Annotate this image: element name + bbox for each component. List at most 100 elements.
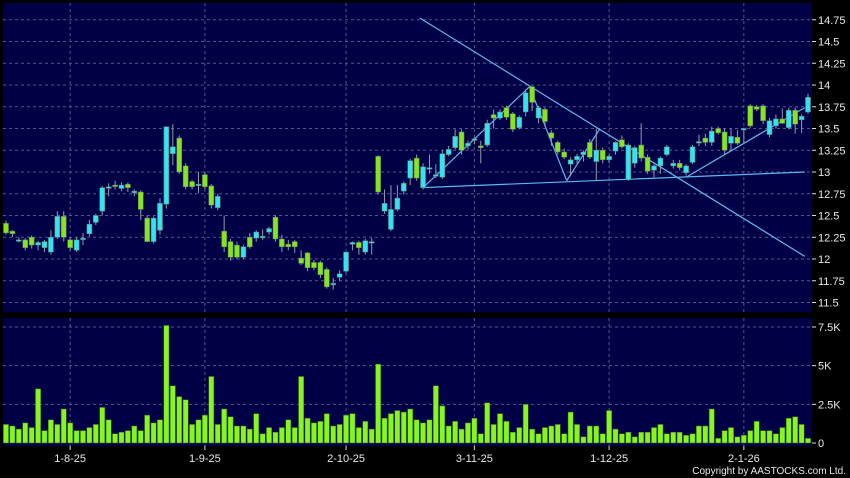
candle bbox=[651, 164, 657, 178]
candle bbox=[349, 241, 356, 251]
candle bbox=[208, 184, 215, 209]
volume-bar bbox=[349, 413, 356, 444]
volume-bar bbox=[195, 419, 202, 444]
candle bbox=[176, 135, 182, 174]
volume-bar bbox=[465, 422, 471, 444]
candle-body bbox=[792, 109, 798, 125]
candle bbox=[657, 156, 664, 174]
candle-body bbox=[734, 136, 741, 144]
candle bbox=[420, 163, 426, 190]
volume-bar bbox=[593, 425, 600, 444]
volume-bar bbox=[137, 430, 144, 444]
volume-bar bbox=[792, 416, 799, 444]
candle-body bbox=[445, 149, 452, 155]
volume-bar bbox=[259, 433, 266, 444]
candle bbox=[285, 239, 292, 251]
volume-bar bbox=[208, 376, 215, 444]
candle-body bbox=[202, 174, 208, 188]
price-tick-label: 13.5 bbox=[818, 124, 839, 136]
gridlines bbox=[3, 3, 812, 446]
volume-bar bbox=[163, 325, 170, 444]
candle-body bbox=[22, 239, 28, 248]
volume-bar bbox=[753, 421, 760, 444]
candle bbox=[587, 138, 593, 159]
date-tick-label: 2-1-26 bbox=[728, 453, 760, 465]
volume-bar bbox=[28, 427, 35, 444]
volume-bar bbox=[304, 418, 311, 444]
volume-bar bbox=[22, 422, 29, 444]
candle bbox=[189, 179, 195, 190]
candle bbox=[741, 127, 747, 143]
volume-bar bbox=[779, 427, 786, 444]
candle bbox=[227, 238, 234, 261]
candle-body bbox=[574, 156, 580, 161]
candle-body bbox=[150, 217, 157, 242]
candle-body bbox=[741, 128, 747, 131]
candle bbox=[766, 118, 773, 138]
candle-body bbox=[497, 111, 503, 119]
candle-body bbox=[593, 150, 600, 162]
candle-body bbox=[208, 185, 215, 206]
candle bbox=[574, 153, 580, 164]
candle-body bbox=[522, 92, 529, 113]
volume-bar bbox=[439, 405, 446, 444]
volume-bar bbox=[240, 425, 247, 444]
candle bbox=[9, 230, 16, 238]
candle-body bbox=[86, 223, 93, 235]
candle bbox=[426, 154, 433, 174]
candle bbox=[445, 145, 452, 157]
candle-body bbox=[625, 144, 632, 181]
volume-bar bbox=[272, 431, 279, 444]
volume-bar bbox=[497, 413, 503, 444]
candle-body bbox=[259, 236, 266, 239]
candle bbox=[214, 193, 221, 211]
candle-body bbox=[632, 147, 638, 164]
candle bbox=[632, 145, 638, 168]
candle bbox=[41, 239, 48, 253]
date-tick-label: 1-8-25 bbox=[54, 453, 86, 465]
candle-body bbox=[773, 118, 779, 127]
candle-body bbox=[452, 136, 458, 148]
volume-bar bbox=[291, 427, 298, 444]
candle bbox=[471, 137, 478, 145]
candle bbox=[555, 140, 561, 155]
volume-bar bbox=[157, 419, 163, 444]
volume-bar bbox=[734, 436, 741, 444]
candle-body bbox=[48, 237, 54, 253]
volume-bar bbox=[740, 435, 747, 444]
candle bbox=[86, 219, 93, 237]
volume-bar bbox=[112, 433, 118, 444]
candle-body bbox=[651, 165, 657, 171]
price-tick-label: 14 bbox=[818, 80, 830, 92]
candle bbox=[548, 130, 555, 146]
volume-bar bbox=[587, 425, 593, 444]
price-tick-label: 13 bbox=[818, 167, 830, 179]
candle-body bbox=[304, 252, 311, 268]
volume-bar bbox=[747, 430, 754, 444]
candle-body bbox=[728, 136, 734, 144]
candle-body bbox=[131, 190, 138, 194]
candle-body bbox=[503, 107, 510, 118]
candle-body bbox=[471, 138, 478, 141]
candle-body bbox=[41, 241, 48, 248]
candle-body bbox=[9, 230, 16, 235]
volume-bar bbox=[362, 421, 369, 444]
candle-body bbox=[368, 241, 375, 244]
candle bbox=[170, 124, 176, 166]
candle bbox=[516, 115, 523, 130]
price-tick-label: 12.5 bbox=[818, 211, 839, 223]
volume-bar bbox=[9, 425, 16, 444]
candle-body bbox=[786, 109, 792, 128]
date-tick-label: 2-10-25 bbox=[327, 453, 365, 465]
candle bbox=[60, 211, 67, 242]
volume-bar bbox=[663, 433, 670, 444]
candle-body bbox=[137, 191, 144, 210]
candle bbox=[503, 105, 510, 120]
candle-body bbox=[413, 157, 420, 179]
volume-bar bbox=[567, 411, 574, 444]
volume-bar bbox=[388, 413, 394, 444]
volume-bar bbox=[227, 416, 234, 444]
volume-bar bbox=[612, 428, 619, 444]
volume-bar bbox=[80, 430, 86, 444]
candle-body bbox=[683, 165, 689, 174]
